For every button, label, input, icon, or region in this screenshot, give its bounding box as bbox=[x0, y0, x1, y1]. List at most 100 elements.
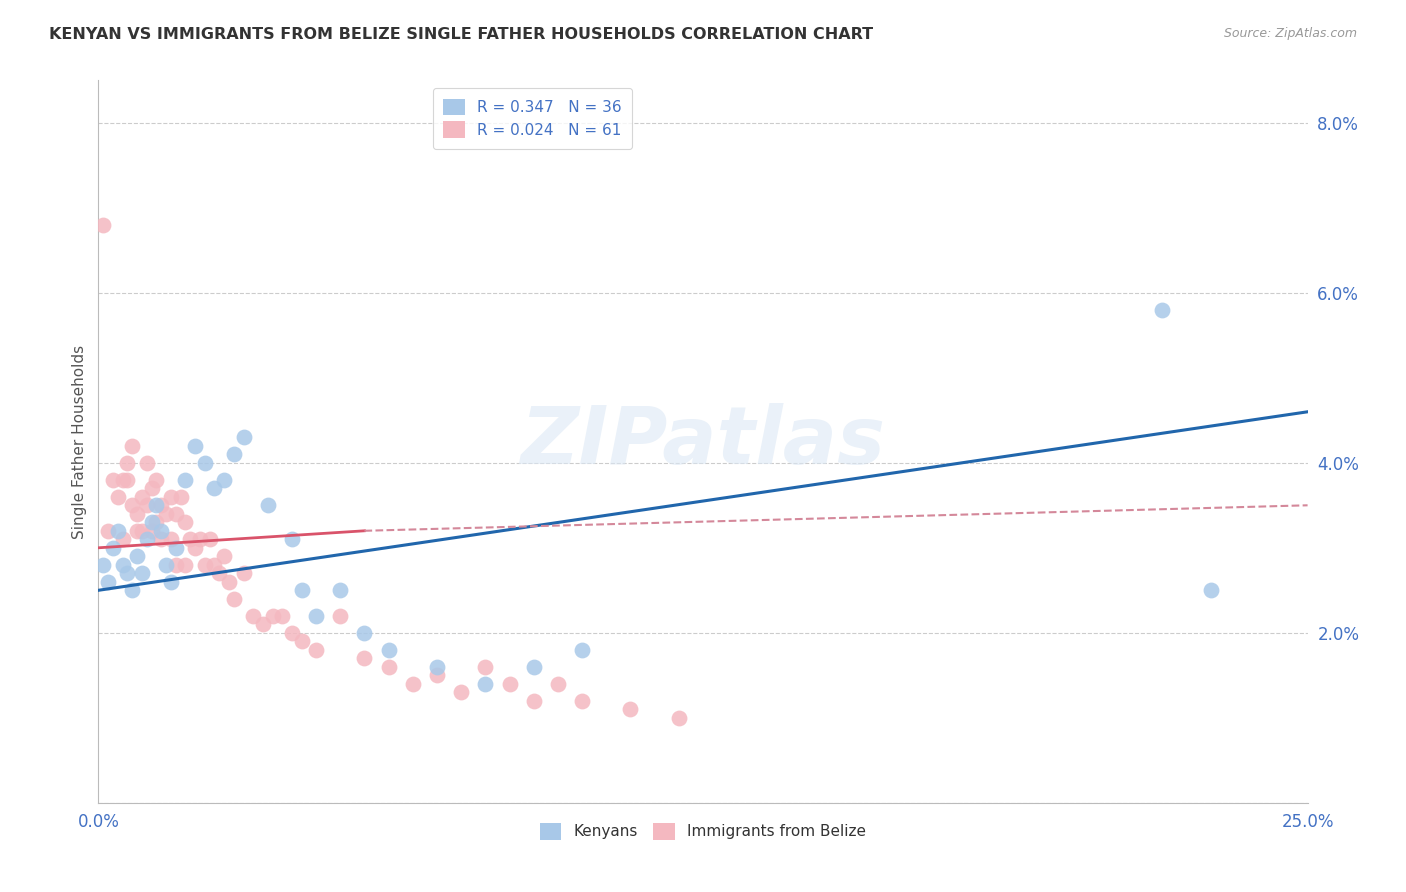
Point bbox=[165, 507, 187, 521]
Point bbox=[145, 498, 167, 512]
Point bbox=[174, 558, 197, 572]
Point bbox=[107, 490, 129, 504]
Point bbox=[377, 660, 399, 674]
Point bbox=[353, 625, 375, 640]
Point bbox=[547, 677, 569, 691]
Point bbox=[353, 651, 375, 665]
Point bbox=[242, 608, 264, 623]
Point bbox=[474, 660, 496, 674]
Point bbox=[329, 583, 352, 598]
Point bbox=[571, 694, 593, 708]
Point bbox=[377, 642, 399, 657]
Point bbox=[1199, 583, 1222, 598]
Point bbox=[150, 498, 173, 512]
Point bbox=[160, 533, 183, 547]
Point bbox=[402, 677, 425, 691]
Point bbox=[184, 541, 207, 555]
Point bbox=[169, 490, 191, 504]
Point bbox=[174, 516, 197, 530]
Point bbox=[117, 456, 139, 470]
Point bbox=[194, 558, 217, 572]
Point bbox=[281, 533, 304, 547]
Point bbox=[218, 574, 240, 589]
Point bbox=[97, 574, 120, 589]
Point bbox=[290, 583, 312, 598]
Point bbox=[523, 660, 546, 674]
Point bbox=[135, 498, 157, 512]
Point bbox=[111, 473, 134, 487]
Point bbox=[281, 625, 304, 640]
Point bbox=[150, 524, 173, 538]
Point bbox=[97, 524, 120, 538]
Point bbox=[204, 558, 226, 572]
Point bbox=[212, 549, 235, 564]
Point bbox=[329, 608, 352, 623]
Point bbox=[188, 533, 211, 547]
Point bbox=[208, 566, 231, 581]
Point bbox=[498, 677, 520, 691]
Point bbox=[117, 566, 139, 581]
Point bbox=[91, 218, 114, 232]
Point bbox=[212, 473, 235, 487]
Point bbox=[155, 507, 177, 521]
Point bbox=[107, 524, 129, 538]
Point bbox=[141, 481, 163, 495]
Text: ZIPatlas: ZIPatlas bbox=[520, 402, 886, 481]
Point bbox=[305, 608, 328, 623]
Point bbox=[426, 668, 449, 682]
Point bbox=[150, 533, 173, 547]
Point bbox=[252, 617, 274, 632]
Point bbox=[131, 490, 153, 504]
Point bbox=[204, 481, 226, 495]
Point bbox=[184, 439, 207, 453]
Y-axis label: Single Father Households: Single Father Households bbox=[72, 344, 87, 539]
Text: KENYAN VS IMMIGRANTS FROM BELIZE SINGLE FATHER HOUSEHOLDS CORRELATION CHART: KENYAN VS IMMIGRANTS FROM BELIZE SINGLE … bbox=[49, 27, 873, 42]
Point bbox=[232, 430, 254, 444]
Point bbox=[174, 473, 197, 487]
Point bbox=[1152, 302, 1174, 317]
Point bbox=[222, 447, 245, 461]
Point bbox=[111, 533, 134, 547]
Point bbox=[135, 533, 157, 547]
Point bbox=[194, 456, 217, 470]
Point bbox=[426, 660, 449, 674]
Point bbox=[571, 642, 593, 657]
Point bbox=[262, 608, 284, 623]
Point bbox=[101, 541, 124, 555]
Point bbox=[121, 498, 143, 512]
Point bbox=[117, 473, 139, 487]
Point bbox=[101, 473, 124, 487]
Point bbox=[222, 591, 245, 606]
Point bbox=[474, 677, 496, 691]
Point bbox=[131, 524, 153, 538]
Text: Source: ZipAtlas.com: Source: ZipAtlas.com bbox=[1223, 27, 1357, 40]
Point bbox=[271, 608, 294, 623]
Point bbox=[141, 516, 163, 530]
Point bbox=[305, 642, 328, 657]
Legend: Kenyans, Immigrants from Belize: Kenyans, Immigrants from Belize bbox=[534, 817, 872, 846]
Point bbox=[127, 549, 149, 564]
Point bbox=[619, 702, 641, 716]
Point bbox=[131, 566, 153, 581]
Point bbox=[160, 490, 183, 504]
Point bbox=[523, 694, 546, 708]
Point bbox=[127, 524, 149, 538]
Point bbox=[290, 634, 312, 648]
Point bbox=[155, 558, 177, 572]
Point bbox=[121, 583, 143, 598]
Point bbox=[450, 685, 472, 699]
Point bbox=[232, 566, 254, 581]
Point bbox=[165, 541, 187, 555]
Point bbox=[91, 558, 114, 572]
Point bbox=[127, 507, 149, 521]
Point bbox=[198, 533, 221, 547]
Point bbox=[145, 473, 167, 487]
Point bbox=[668, 711, 690, 725]
Point bbox=[256, 498, 278, 512]
Point bbox=[160, 574, 183, 589]
Point bbox=[165, 558, 187, 572]
Point bbox=[141, 524, 163, 538]
Point bbox=[145, 516, 167, 530]
Point bbox=[121, 439, 143, 453]
Point bbox=[135, 456, 157, 470]
